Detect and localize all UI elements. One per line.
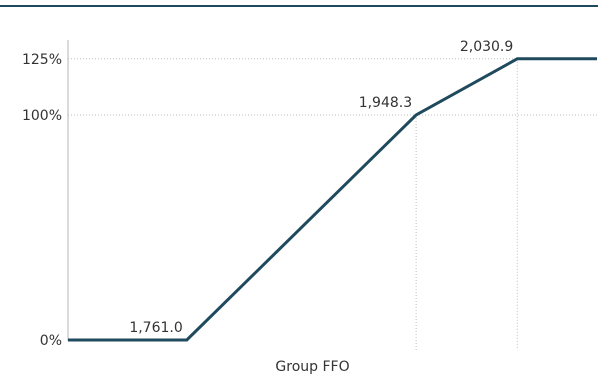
y-tick-label-100: 100% (22, 108, 62, 124)
x-axis-label: Group FFO (275, 359, 349, 375)
data-label-1: 1,948.3 (359, 95, 412, 111)
data-label-0: 1,761.0 (129, 320, 182, 336)
header-rule (0, 5, 598, 7)
data-label-2: 2,030.9 (460, 39, 513, 55)
y-tick-label-0: 0% (40, 333, 62, 349)
y-tick-label-125: 125% (22, 52, 62, 68)
series-line (68, 57, 597, 342)
